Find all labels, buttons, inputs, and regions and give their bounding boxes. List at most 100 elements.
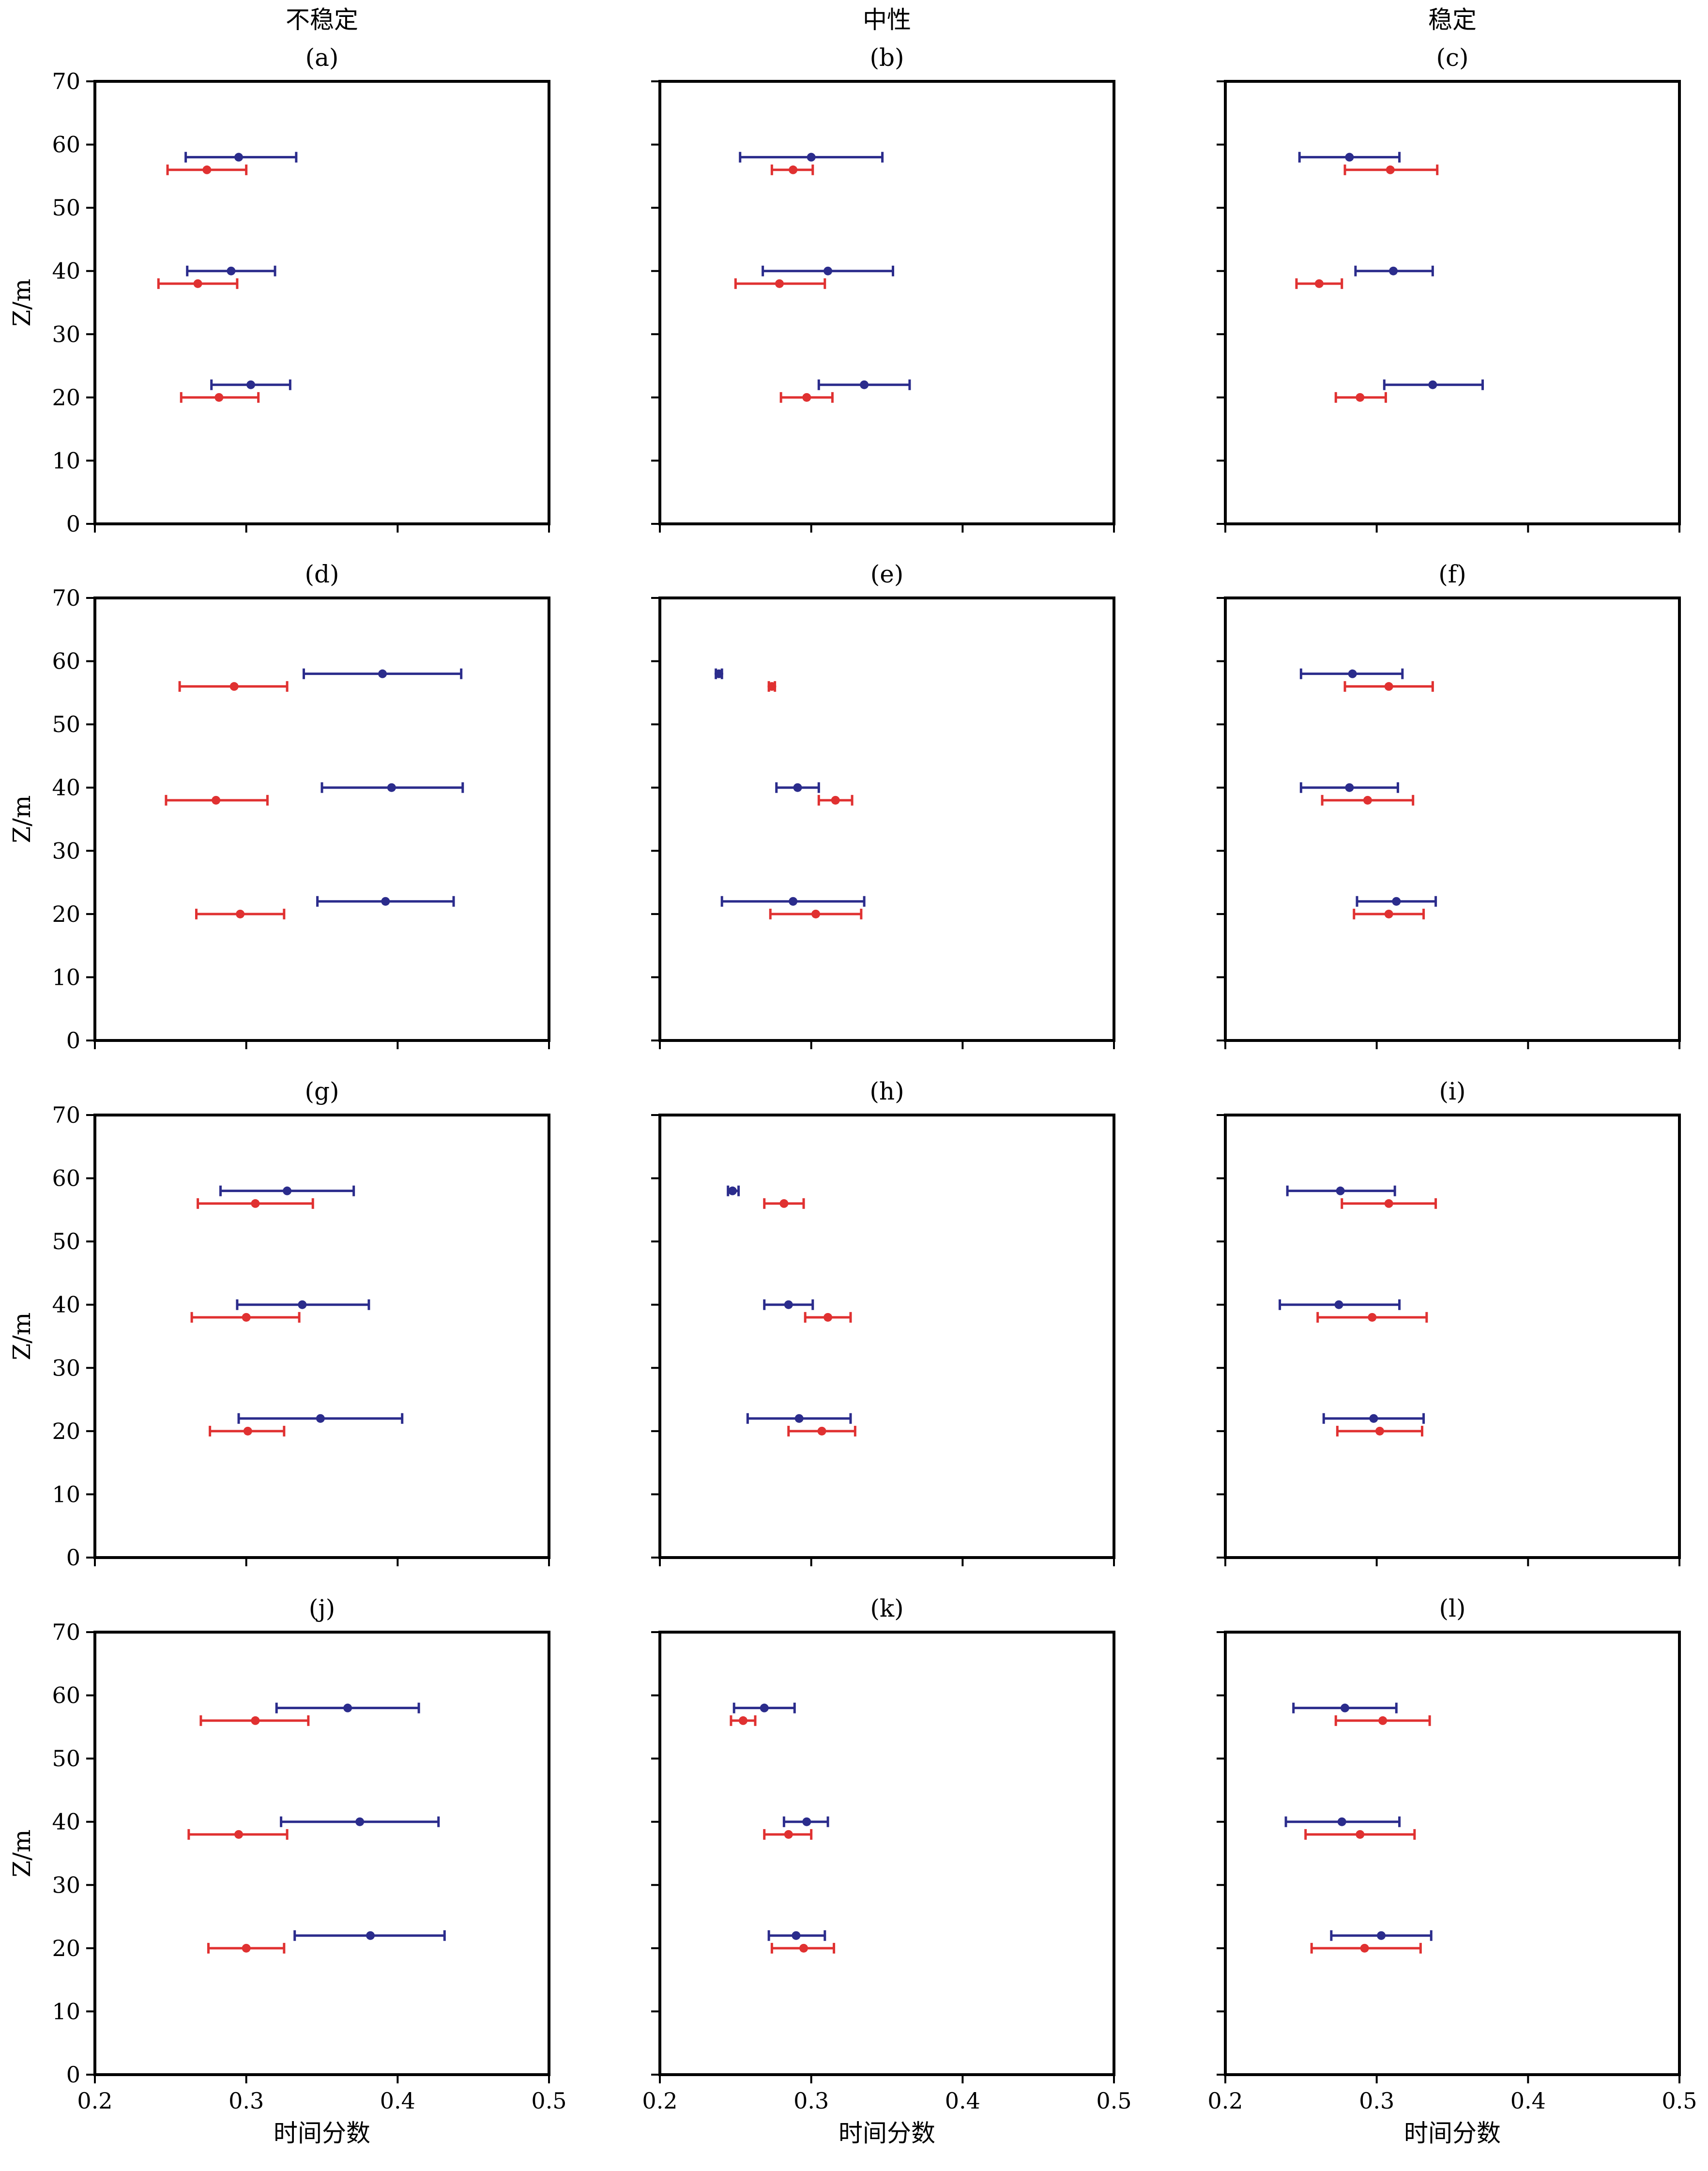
x-tick-label: 0.4 [945, 2088, 980, 2114]
y-tick-label: 30 [52, 1872, 80, 1898]
y-tick-label: 20 [52, 1935, 80, 1961]
data-point [246, 380, 256, 389]
y-tick-label: 60 [52, 132, 80, 158]
series-red [767, 681, 863, 919]
y-tick-label: 40 [52, 258, 80, 284]
data-point [799, 1943, 808, 1953]
data-point [789, 165, 798, 174]
data-point [251, 1199, 260, 1208]
data-point [1377, 1931, 1386, 1940]
series-red [730, 1715, 836, 1954]
data-point [1389, 266, 1398, 275]
panel-j: (j) 0 10 20 30 40 50 60 70 0.2 0.3 0.4 0.5 Z/m 时间分数 [8, 1594, 567, 2147]
panel-label: (d) [305, 560, 339, 588]
series-red [1316, 1198, 1437, 1437]
y-tick-label: 60 [52, 1165, 80, 1192]
data-point [298, 1300, 307, 1309]
y-tick-label: 70 [52, 1619, 80, 1645]
data-point [381, 897, 390, 906]
series-blue [275, 1702, 446, 1941]
data-point [251, 1716, 260, 1725]
data-point [1314, 279, 1324, 288]
y-axis-title: Z/m [8, 795, 36, 843]
data-point [1378, 1716, 1388, 1725]
data-point [1341, 1703, 1350, 1712]
y-tick-label: 20 [52, 1418, 80, 1444]
data-point [775, 279, 784, 288]
x-axis-title: 时间分数 [274, 2119, 370, 2147]
series-red [763, 1198, 856, 1437]
panel-g: (g) 0 10 20 30 40 50 60 70 Z/m [8, 1077, 550, 1571]
panel-b: (b) [651, 44, 1115, 533]
series-blue [1279, 1185, 1425, 1424]
y-tick-label: 50 [52, 1228, 80, 1254]
series-red [187, 1715, 310, 1954]
data-point [202, 165, 212, 174]
y-tick-label: 70 [52, 585, 80, 611]
y-tick-label: 0 [66, 511, 80, 537]
panel-label: (h) [869, 1077, 904, 1105]
panel-l: (l) 0.2 0.3 0.4 0.5 时间分数 [1207, 1594, 1697, 2147]
panel-label: (g) [305, 1077, 339, 1105]
y-tick-label: 30 [52, 321, 80, 347]
data-point [1363, 795, 1372, 805]
x-tick-label: 0.3 [229, 2088, 264, 2114]
y-tick-label: 50 [52, 1745, 80, 1772]
plot-frame [658, 596, 1115, 1042]
plot-frame [658, 80, 1115, 525]
y-tick-label: 60 [52, 648, 80, 674]
data-point [242, 1943, 251, 1953]
data-point [193, 279, 202, 288]
x-tick-label: 0.5 [1096, 2088, 1131, 2114]
series-blue [714, 668, 866, 907]
x-tick-label: 0.5 [531, 2088, 566, 2114]
y-tick-label: 30 [52, 1355, 80, 1381]
panel-label: (a) [305, 44, 339, 72]
x-axis-title: 时间分数 [1404, 2119, 1501, 2147]
x-tick-label: 0.2 [77, 2088, 112, 2114]
data-point [236, 909, 245, 918]
data-point [355, 1817, 365, 1826]
column-title: 中性 [863, 6, 911, 34]
plot-frame [93, 80, 550, 525]
panel-c: (c) [1217, 44, 1681, 533]
data-point [779, 1199, 789, 1208]
panel-label: (j) [309, 1594, 336, 1622]
series-blue [1298, 152, 1484, 390]
plot-frame [93, 596, 550, 1042]
plot-frame [1224, 596, 1681, 1042]
plot-frame [1224, 1631, 1681, 2076]
data-point [1356, 393, 1365, 402]
x-tick-label: 0.5 [1662, 2088, 1697, 2114]
column-title: 不稳定 [286, 6, 358, 34]
data-point [1384, 682, 1393, 691]
y-tick-label: 40 [52, 775, 80, 801]
y-tick-label: 0 [66, 1544, 80, 1571]
data-point [1345, 153, 1354, 162]
panel-h: (h) [651, 1077, 1115, 1566]
y-tick-label: 50 [52, 195, 80, 221]
data-point [1428, 380, 1437, 389]
data-point [807, 153, 816, 162]
x-tick-label: 0.2 [642, 2088, 677, 2114]
panel-label: (b) [869, 44, 904, 72]
series-blue [732, 1702, 829, 1941]
x-tick-label: 0.4 [380, 2088, 415, 2114]
y-tick-label: 0 [66, 1027, 80, 1054]
data-point [1334, 1300, 1343, 1309]
series-red [1304, 1715, 1431, 1954]
data-point [1369, 1414, 1378, 1423]
data-point [366, 1931, 375, 1940]
data-point [242, 1313, 251, 1322]
data-point [728, 1186, 737, 1195]
plot-frame [93, 1631, 550, 2076]
series-red [734, 164, 834, 403]
y-tick-label: 20 [52, 384, 80, 411]
series-red [157, 164, 260, 403]
data-point [1375, 1426, 1384, 1436]
data-point [824, 1313, 833, 1322]
data-point [1368, 1313, 1377, 1322]
data-point [387, 783, 396, 792]
plot-frame [93, 1114, 550, 1559]
y-tick-label: 10 [52, 1481, 80, 1507]
